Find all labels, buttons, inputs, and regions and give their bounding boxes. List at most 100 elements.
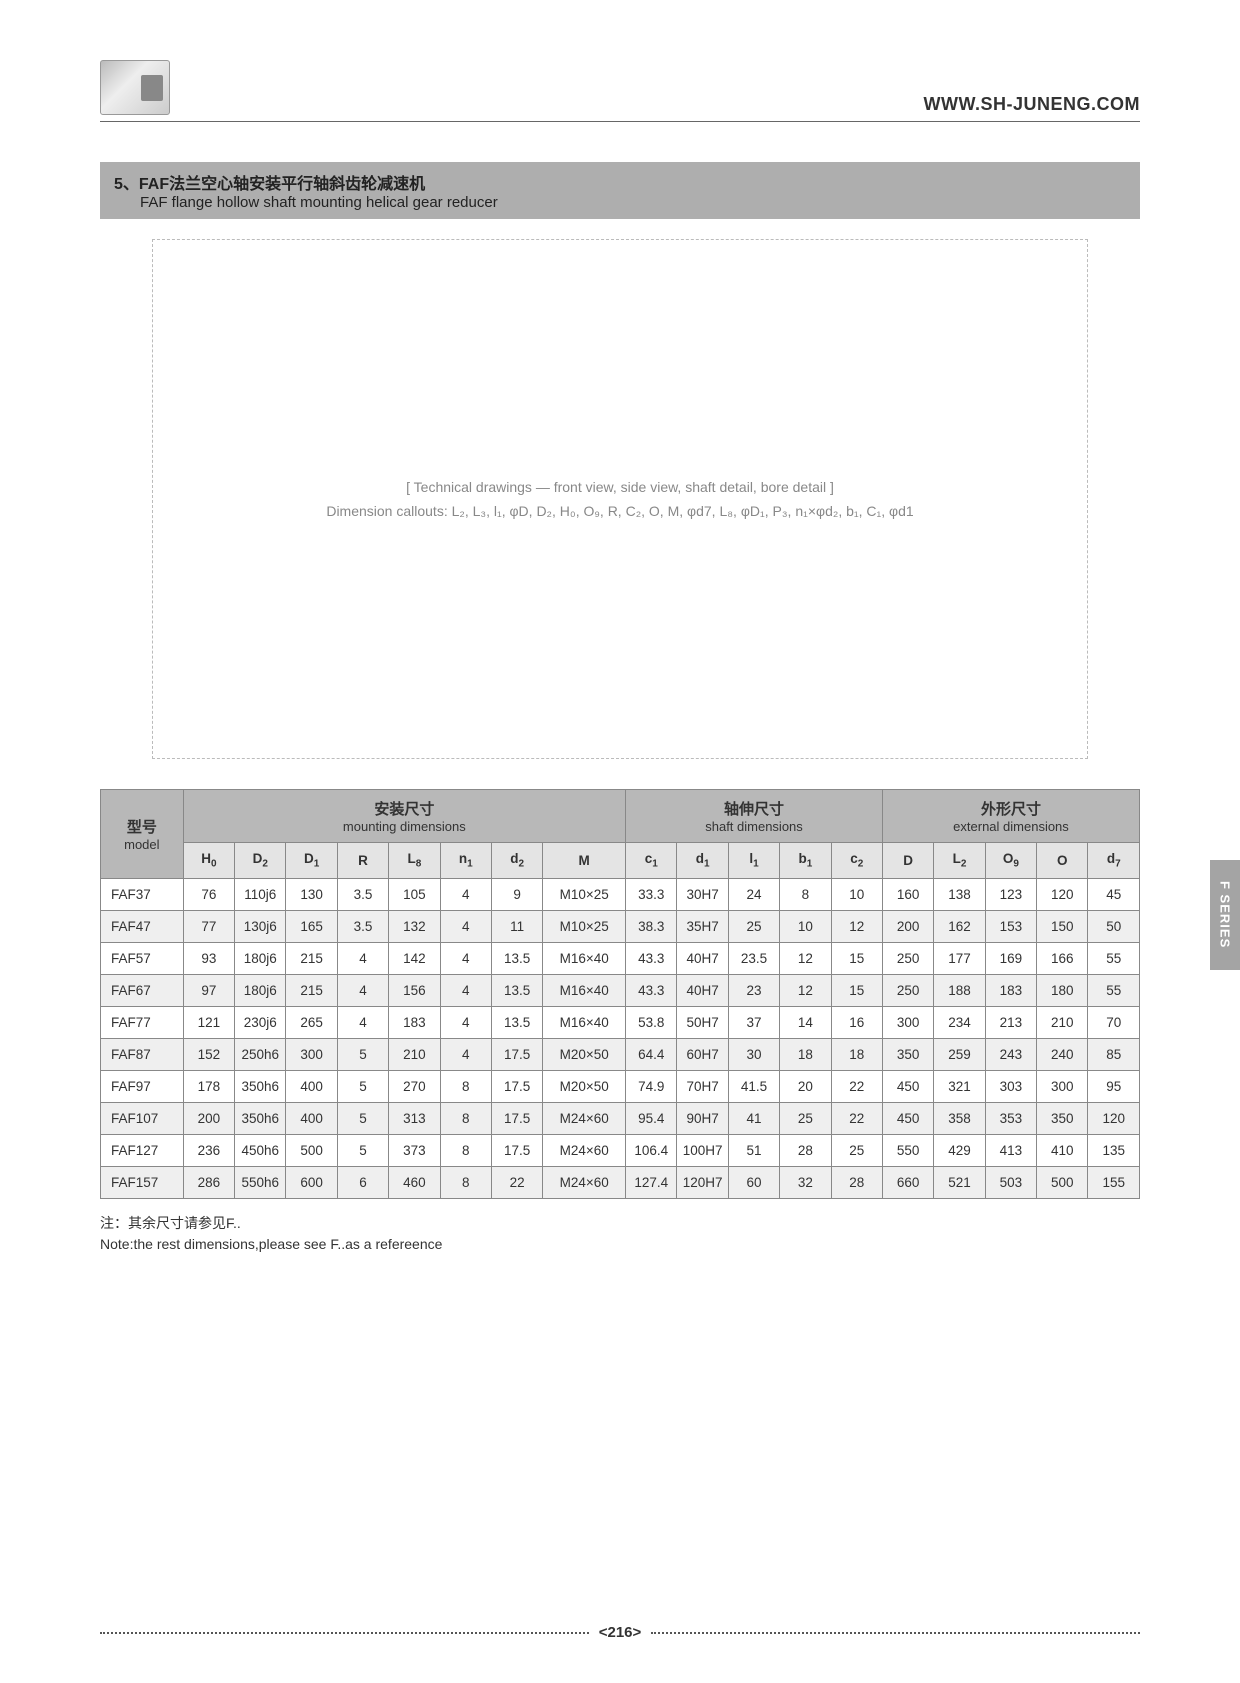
data-cell: 130j6 <box>235 910 286 942</box>
data-cell: 500 <box>286 1134 337 1166</box>
data-cell: M16×40 <box>543 942 626 974</box>
table-row: FAF157286550h66006460822M24×60127.4120H7… <box>101 1166 1140 1198</box>
model-cell: FAF57 <box>101 942 184 974</box>
column-header: b1 <box>780 843 831 879</box>
data-cell: 97 <box>183 974 234 1006</box>
data-cell: M16×40 <box>543 1006 626 1038</box>
data-cell: 259 <box>934 1038 985 1070</box>
column-header: n1 <box>440 843 491 879</box>
data-cell: 460 <box>389 1166 440 1198</box>
data-cell: M10×25 <box>543 910 626 942</box>
data-cell: 500 <box>1037 1166 1088 1198</box>
data-cell: 265 <box>286 1006 337 1038</box>
header-shaft: 轴伸尺寸 shaft dimensions <box>626 790 883 843</box>
data-cell: M24×60 <box>543 1102 626 1134</box>
section-title-bar: 5、FAF法兰空心轴安装平行轴斜齿轮减速机 FAF flange hollow … <box>100 162 1140 219</box>
data-cell: 18 <box>780 1038 831 1070</box>
data-cell: 4 <box>440 910 491 942</box>
footnote: 注：其余尺寸请参见F.. Note:the rest dimensions,pl… <box>100 1213 1140 1255</box>
data-cell: 177 <box>934 942 985 974</box>
footnote-en: Note:the rest dimensions,please see F..a… <box>100 1234 1140 1255</box>
data-cell: 12 <box>780 942 831 974</box>
data-cell: 4 <box>337 1006 388 1038</box>
data-cell: 12 <box>780 974 831 1006</box>
data-cell: 321 <box>934 1070 985 1102</box>
data-cell: 429 <box>934 1134 985 1166</box>
data-cell: 41 <box>728 1102 779 1134</box>
header-mounting: 安装尺寸 mounting dimensions <box>183 790 625 843</box>
data-cell: 215 <box>286 942 337 974</box>
model-cell: FAF47 <box>101 910 184 942</box>
data-cell: 230j6 <box>235 1006 286 1038</box>
model-cell: FAF107 <box>101 1102 184 1134</box>
data-cell: 40H7 <box>677 942 728 974</box>
column-header: H0 <box>183 843 234 879</box>
data-cell: 55 <box>1088 942 1140 974</box>
section-title-en: FAF flange hollow shaft mounting helical… <box>140 194 1126 211</box>
website-url: WWW.SH-JUNENG.COM <box>924 94 1140 115</box>
data-cell: 45 <box>1088 878 1140 910</box>
data-cell: 215 <box>286 974 337 1006</box>
data-cell: 142 <box>389 942 440 974</box>
data-cell: 17.5 <box>491 1038 542 1070</box>
data-cell: 300 <box>286 1038 337 1070</box>
data-cell: 76 <box>183 878 234 910</box>
data-cell: 60H7 <box>677 1038 728 1070</box>
data-cell: 353 <box>985 1102 1036 1134</box>
data-cell: 25 <box>831 1134 882 1166</box>
data-cell: 183 <box>389 1006 440 1038</box>
table-row: FAF87152250h63005210417.5M20×5064.460H73… <box>101 1038 1140 1070</box>
data-cell: 9 <box>491 878 542 910</box>
data-cell: 169 <box>985 942 1036 974</box>
column-header: d2 <box>491 843 542 879</box>
column-header: D <box>882 843 933 879</box>
data-cell: 350 <box>1037 1102 1088 1134</box>
data-cell: 85 <box>1088 1038 1140 1070</box>
data-cell: 24 <box>728 878 779 910</box>
data-cell: 20 <box>780 1070 831 1102</box>
model-cell: FAF157 <box>101 1166 184 1198</box>
column-header: d7 <box>1088 843 1140 879</box>
data-cell: M20×50 <box>543 1038 626 1070</box>
data-cell: 213 <box>985 1006 1036 1038</box>
header-external: 外形尺寸 external dimensions <box>882 790 1139 843</box>
data-cell: 6 <box>337 1166 388 1198</box>
dimensions-table: 型号 model 安装尺寸 mounting dimensions 轴伸尺寸 s… <box>100 789 1140 1199</box>
data-cell: 28 <box>780 1134 831 1166</box>
data-cell: 152 <box>183 1038 234 1070</box>
data-cell: 51 <box>728 1134 779 1166</box>
data-cell: 30 <box>728 1038 779 1070</box>
data-cell: 22 <box>831 1102 882 1134</box>
data-cell: 8 <box>780 878 831 910</box>
data-cell: 234 <box>934 1006 985 1038</box>
data-cell: 138 <box>934 878 985 910</box>
data-cell: 22 <box>831 1070 882 1102</box>
table-row: FAF77121230j62654183413.5M16×4053.850H73… <box>101 1006 1140 1038</box>
data-cell: 37 <box>728 1006 779 1038</box>
column-header: l1 <box>728 843 779 879</box>
data-cell: 5 <box>337 1038 388 1070</box>
data-cell: 41.5 <box>728 1070 779 1102</box>
data-cell: 550h6 <box>235 1166 286 1198</box>
data-cell: 17.5 <box>491 1070 542 1102</box>
data-cell: 95 <box>1088 1070 1140 1102</box>
technical-drawings: [ Technical drawings — front view, side … <box>100 239 1140 759</box>
column-header: c1 <box>626 843 677 879</box>
drawing-placeholder: [ Technical drawings — front view, side … <box>152 239 1088 759</box>
column-header: M <box>543 843 626 879</box>
data-cell: M24×60 <box>543 1166 626 1198</box>
data-cell: 413 <box>985 1134 1036 1166</box>
data-cell: 50 <box>1088 910 1140 942</box>
data-cell: 350h6 <box>235 1070 286 1102</box>
data-cell: 123 <box>985 878 1036 910</box>
data-cell: 121 <box>183 1006 234 1038</box>
data-cell: 105 <box>389 878 440 910</box>
data-cell: 64.4 <box>626 1038 677 1070</box>
data-cell: 106.4 <box>626 1134 677 1166</box>
data-cell: 30H7 <box>677 878 728 910</box>
data-cell: 180j6 <box>235 974 286 1006</box>
data-cell: 18 <box>831 1038 882 1070</box>
data-cell: 50H7 <box>677 1006 728 1038</box>
data-cell: 4 <box>440 1006 491 1038</box>
data-cell: 200 <box>183 1102 234 1134</box>
